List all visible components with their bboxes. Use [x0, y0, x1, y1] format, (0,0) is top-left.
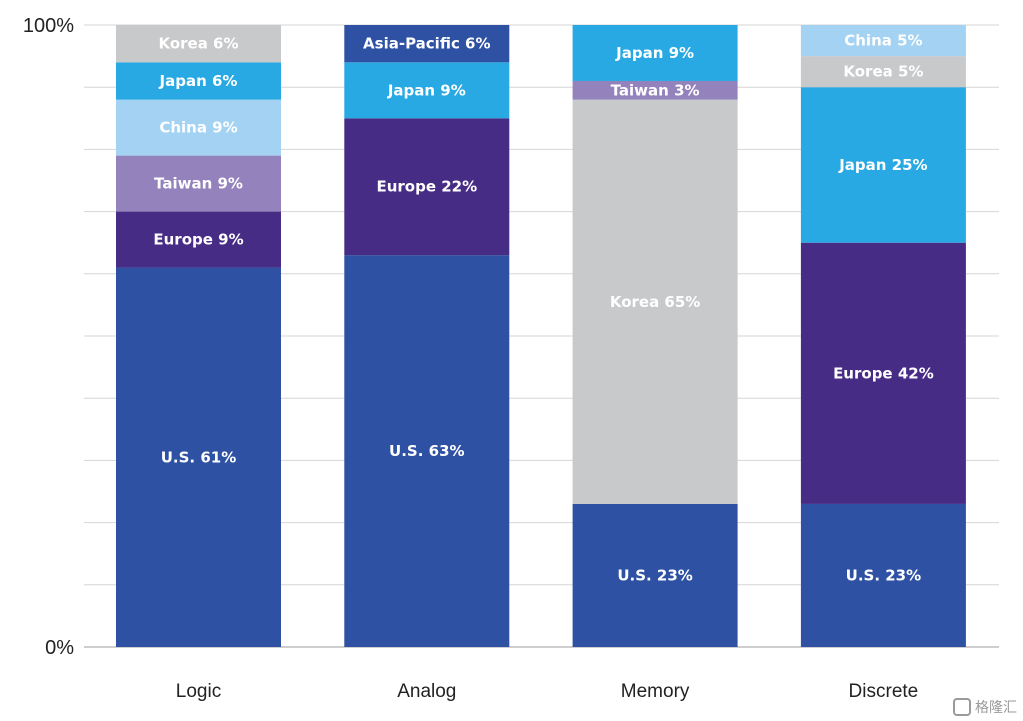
y-axis-ticks: 0% 100%: [23, 15, 74, 659]
segment-label: Taiwan 3%: [611, 81, 700, 99]
category-label: Discrete: [849, 681, 919, 702]
x-axis-categories: Logic Analog Memory Discrete: [176, 681, 918, 702]
bar-segment: [116, 211, 281, 268]
bar-logic: U.S. 61% Europe 9% Taiwan 9% China 9% Japan …: [116, 25, 281, 647]
watermark-text: 格隆汇: [975, 700, 1017, 716]
bar-segment: [116, 62, 281, 100]
segment-label: U.S. 23%: [617, 566, 693, 584]
y-tick-label: 100%: [23, 15, 74, 37]
bar-segment: [116, 25, 281, 63]
segment-label: Asia-Pacific 6%: [363, 35, 490, 53]
bar-memory: U.S. 23% Korea 65% Taiwan 3% Japan 9%: [572, 25, 738, 647]
segment-label: China 9%: [159, 119, 237, 137]
segment-label: Korea 65%: [610, 293, 700, 311]
y-tick-label: 0%: [45, 637, 74, 659]
segment-label: Taiwan 9%: [154, 175, 243, 193]
bar-analog: U.S. 63% Europe 22% Japan 9% Asia-Pacific 6…: [344, 25, 510, 647]
segment-label: Europe 22%: [376, 178, 477, 196]
segment-label: Japan 9%: [387, 81, 466, 99]
bar-segment: [344, 25, 510, 63]
bar-segment: [572, 99, 738, 504]
bar-segment: [116, 267, 281, 647]
bar-segment: [344, 118, 510, 256]
segment-label: Japan 9%: [615, 44, 694, 62]
segment-label: Korea 5%: [843, 63, 923, 81]
segment-label: Europe 9%: [153, 231, 243, 249]
segment-label: U.S. 63%: [389, 442, 465, 460]
segment-label: China 5%: [844, 32, 922, 50]
bar-segment: [800, 503, 966, 647]
bars: U.S. 61% Europe 9% Taiwan 9% China 9% Japan …: [116, 25, 966, 647]
segment-label: Japan 25%: [838, 156, 927, 174]
segment-label: Europe 42%: [833, 364, 934, 382]
category-label: Memory: [621, 681, 690, 702]
bar-segment: [116, 155, 281, 212]
segment-label: Korea 6%: [158, 35, 238, 53]
bar-segment: [572, 80, 738, 100]
bar-segment: [344, 255, 510, 647]
bar-segment: [344, 62, 510, 119]
bar-discrete: U.S. 23% Europe 42% Japan 25% Korea 5% China…: [800, 25, 966, 647]
bar-segment: [800, 25, 966, 57]
segment-label: U.S. 61%: [161, 448, 237, 466]
segment-label: Japan 6%: [159, 72, 238, 90]
gelonghui-logo-icon: [953, 698, 971, 716]
category-label: Logic: [176, 681, 221, 702]
bar-segment: [800, 56, 966, 88]
bar-segment: [800, 242, 966, 504]
bar-segment: [572, 503, 738, 647]
category-label: Analog: [397, 681, 456, 702]
bar-segment: [572, 25, 738, 81]
bar-segment: [800, 87, 966, 243]
watermark: 格隆汇: [953, 697, 1017, 717]
segment-label: U.S. 23%: [846, 566, 922, 584]
bar-segment: [116, 99, 281, 156]
